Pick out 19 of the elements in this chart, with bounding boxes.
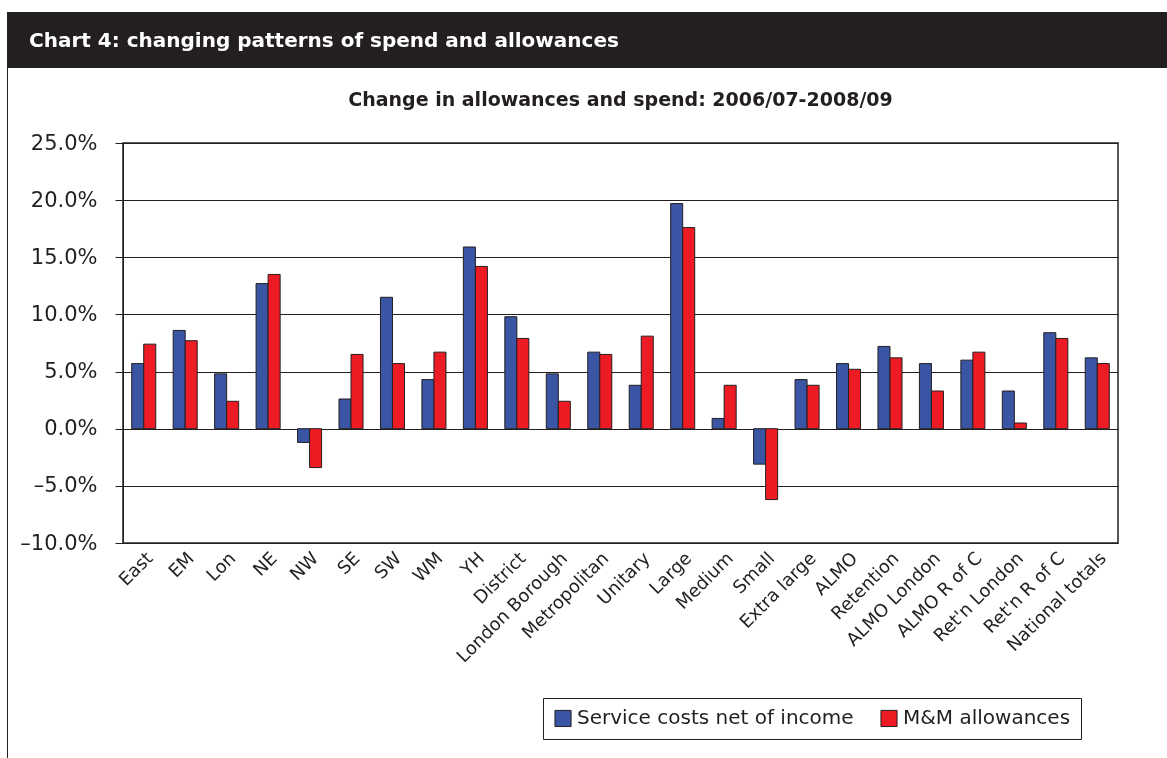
x-tick-label: NE [248, 547, 281, 580]
y-tick-label: 20.0% [30, 187, 98, 212]
chart-subtitle: Change in allowances and spend: 2006/07-2008/09 [348, 88, 893, 110]
x-tick-label: Lon [201, 547, 240, 585]
x-tick-label: SW [369, 547, 406, 583]
x-tick-label: EM [164, 547, 198, 582]
y-tick-label: 10.0% [30, 301, 98, 326]
y-tick-label: 15.0% [30, 244, 98, 269]
chart-title: Chart 4: changing patterns of spend and allowances [7, 12, 1167, 68]
x-tick-label: NW [285, 547, 323, 585]
y-tick-label: 5.0% [44, 359, 98, 384]
y-tick-label: 25.0% [30, 130, 98, 155]
x-tick-label: WM [408, 547, 447, 586]
legend-label: Service costs net of income [577, 705, 854, 730]
x-tick-label: SE [332, 547, 364, 579]
y-tick-label: 0.0% [44, 416, 98, 441]
y-tick-label: –5.0% [33, 473, 98, 498]
y-tick-label: –10.0% [20, 530, 98, 555]
legend-label: M&M allowances [903, 705, 1071, 730]
